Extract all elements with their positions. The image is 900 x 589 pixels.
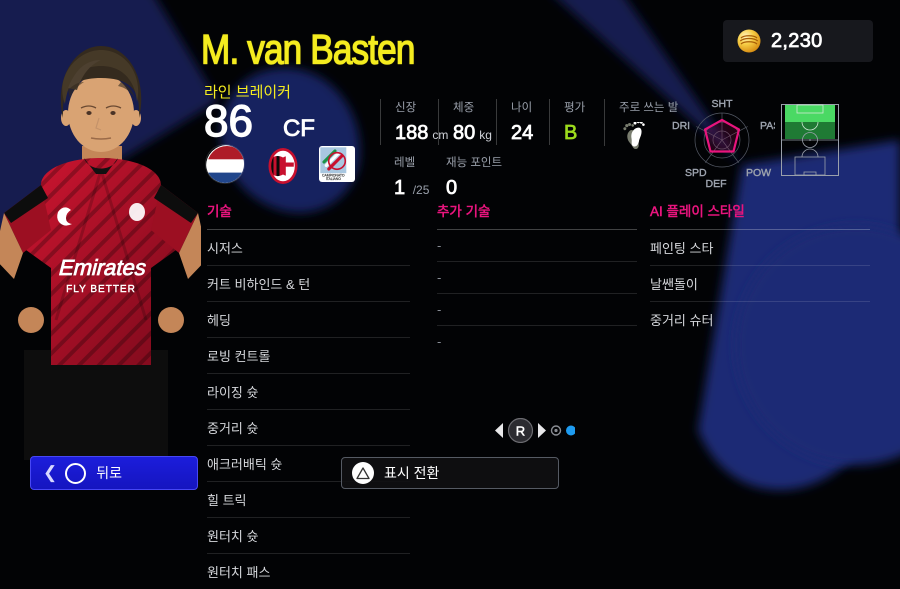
svg-text:POW: POW [746,167,772,179]
svg-text:SHT: SHT [712,98,734,110]
svg-text:ITALIANO: ITALIANO [326,177,342,181]
svg-text:SPD: SPD [685,167,707,179]
svg-text:DRI: DRI [672,120,690,132]
svg-text:R: R [516,424,526,439]
svg-text:FLY BETTER: FLY BETTER [66,284,136,295]
svg-text:PAS: PAS [760,120,775,132]
svg-text:DEF: DEF [706,178,728,188]
svg-text:Emirates: Emirates [58,255,147,280]
